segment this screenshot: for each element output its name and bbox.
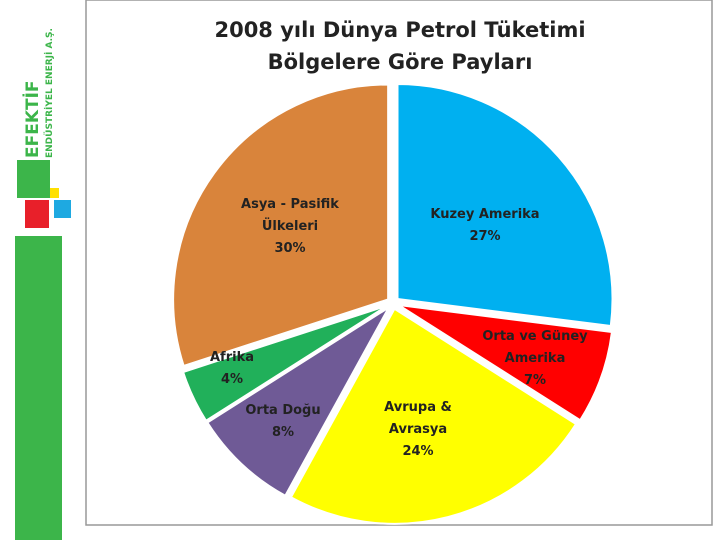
slice-name: Avrupa & Avrasya [384, 400, 452, 437]
slice-name: Orta Doğu [245, 403, 321, 418]
data-label: Asya - Pasifik Ülkeleri 30% [225, 194, 355, 260]
slice-percent: 27% [469, 229, 501, 244]
pie-slice [205, 306, 390, 498]
slice-percent: 30% [274, 241, 306, 256]
pie-slice [398, 304, 614, 422]
data-label: Orta ve Güney Amerika 7% [470, 326, 600, 392]
pie-slice [172, 83, 390, 368]
logo-subtitle: ENDÜSTRİYEL ENERJİ A.Ş. [44, 28, 55, 158]
slice-percent: 4% [220, 372, 244, 387]
logo-name: EFEKTİF [21, 80, 43, 158]
logo-square [17, 160, 50, 198]
data-label: Avrupa & Avrasya 24% [368, 397, 468, 463]
pie-slice [181, 304, 389, 423]
slice-percent: 8% [271, 425, 295, 440]
data-label: Orta Doğu 8% [233, 400, 333, 444]
slice-percent: 24% [402, 444, 434, 459]
slice-name: Asya - Pasifik Ülkeleri [241, 197, 339, 234]
chart-frame [85, 0, 713, 526]
logo-square [50, 188, 59, 198]
slice-percent: 7% [523, 373, 547, 388]
pie-slice [396, 83, 614, 328]
logo-square [54, 200, 71, 218]
sidebar-bar [15, 236, 62, 540]
pie-slice [289, 307, 578, 525]
data-label: Afrika 4% [192, 347, 272, 391]
slice-name: Orta ve Güney Amerika [482, 329, 588, 366]
slice-name: Kuzey Amerika [430, 207, 540, 222]
slice-name: Afrika [209, 350, 254, 365]
data-label: Kuzey Amerika 27% [420, 204, 550, 248]
logo-square [25, 200, 49, 228]
chart-title: 2008 yılı Dünya Petrol Tüketimi Bölgeler… [214, 18, 586, 74]
